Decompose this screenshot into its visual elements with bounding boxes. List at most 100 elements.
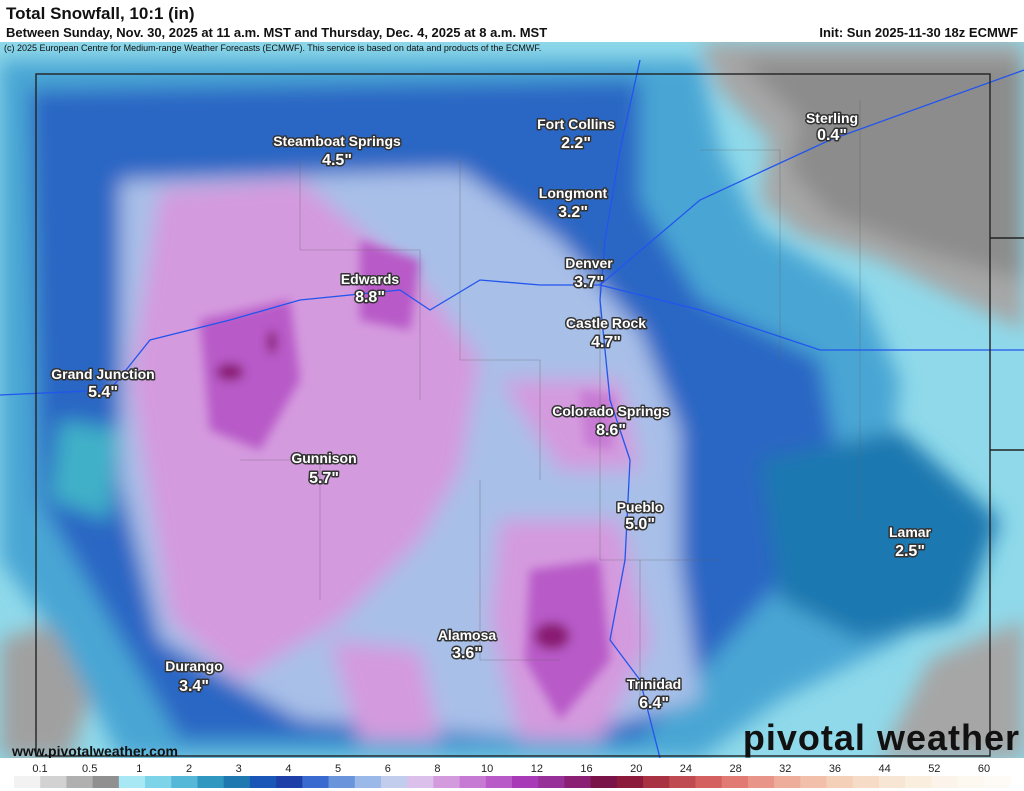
- brand-logo: pivotal weather: [743, 717, 1020, 758]
- snowfall-core: [200, 240, 615, 720]
- legend-label: 44: [879, 763, 891, 775]
- city-name: Colorado Springs: [552, 403, 670, 419]
- state-border: [35, 73, 991, 757]
- legend-swatch: [145, 776, 172, 788]
- legend-swatch: [878, 776, 906, 788]
- legend-swatch: [40, 776, 67, 788]
- legend-label: 52: [928, 763, 940, 775]
- city-value: 4.5": [322, 152, 352, 169]
- legend-swatch: [983, 776, 1011, 788]
- legend-swatch: [380, 776, 408, 788]
- legend-swatch: [774, 776, 801, 788]
- legend-label: 0.5: [82, 763, 97, 775]
- legend-swatch: [616, 776, 644, 788]
- legend-label: 8: [434, 763, 440, 775]
- legend-swatch: [695, 776, 723, 788]
- legend-label: 24: [680, 763, 692, 775]
- legend-swatch: [590, 776, 618, 788]
- snowfall-field: [0, 42, 1024, 758]
- legend-swatch: [905, 776, 932, 788]
- city-name: Sterling: [806, 110, 858, 126]
- legend-swatch: [328, 776, 356, 788]
- city-value: 3.4": [179, 678, 209, 695]
- legend-swatch: [852, 776, 880, 788]
- city-labels: Steamboat Springs 4.5" Fort Collins 2.2" Ste…: [50, 109, 933, 714]
- legend-label: 20: [630, 763, 642, 775]
- legend-swatch: [800, 776, 828, 788]
- city-name: Durango: [165, 658, 223, 674]
- legend-swatch: [223, 776, 251, 788]
- city-value: 4.7": [591, 334, 621, 351]
- city-name: Denver: [565, 255, 613, 271]
- legend-swatch: [354, 776, 382, 788]
- init-time: Init: Sun 2025-11-30 18z ECMWF: [819, 25, 1018, 40]
- highways: [0, 59, 1024, 758]
- city-value: 3.2": [558, 204, 588, 221]
- legend-swatch: [171, 776, 198, 788]
- legend-swatch: [118, 776, 146, 788]
- color-legend: 0.1 0.5 1 2 3 4 5 6 8 10 12 16 20 24 28 32 36 44 52 60: [14, 763, 1011, 788]
- legend-label: 0.1: [32, 763, 47, 775]
- city-name: Steamboat Springs: [273, 133, 401, 149]
- legend-swatch: [643, 776, 670, 788]
- city-name: Gunnison: [291, 450, 356, 466]
- legend-label: 5: [335, 763, 341, 775]
- legend-swatch: [669, 776, 696, 788]
- legend-swatch: [459, 776, 487, 788]
- neighbor-borders: [990, 237, 1024, 451]
- legend-swatch: [302, 776, 330, 788]
- city-name: Trinidad: [627, 676, 681, 692]
- city-value: 3.7": [574, 274, 604, 291]
- city-value: 3.6": [452, 645, 482, 662]
- subtitle: Between Sunday, Nov. 30, 2025 at 11 a.m.…: [6, 25, 547, 40]
- legend-swatch: [512, 776, 539, 788]
- legend-label: 28: [729, 763, 741, 775]
- legend-swatch: [92, 776, 120, 788]
- city-name: Lamar: [889, 524, 932, 540]
- legend-swatch: [747, 776, 775, 788]
- legend-label: 32: [779, 763, 791, 775]
- city-value: 6.4": [639, 695, 669, 712]
- legend-label: 2: [186, 763, 192, 775]
- county-lines: [240, 100, 861, 700]
- copyright: (c) 2025 European Centre for Medium-rang…: [4, 43, 541, 53]
- city-value: 8.6": [596, 422, 626, 439]
- legend-swatch: [721, 776, 749, 788]
- city-value: 5.0": [625, 516, 655, 533]
- legend-label: 10: [481, 763, 493, 775]
- legend-swatch: [197, 776, 225, 788]
- legend-swatch: [957, 776, 985, 788]
- city-value: 2.2": [561, 135, 591, 152]
- legend-label: 16: [580, 763, 592, 775]
- title: Total Snowfall, 10:1 (in): [6, 4, 195, 23]
- city-value: 5.7": [309, 470, 339, 487]
- city-value: 8.8": [355, 289, 385, 306]
- legend-swatch: [433, 776, 461, 788]
- site-url: www.pivotalweather.com: [11, 743, 178, 759]
- snowfall-map: [0, 42, 1024, 758]
- city-name: Longmont: [539, 185, 608, 201]
- legend-label: 60: [978, 763, 990, 775]
- legend-swatch: [564, 776, 592, 788]
- city-name: Edwards: [341, 271, 400, 287]
- legend-swatch: [407, 776, 434, 788]
- legend-label: 4: [285, 763, 291, 775]
- city-name: Pueblo: [617, 499, 664, 515]
- legend-swatch: [931, 776, 959, 788]
- city-name: Castle Rock: [566, 315, 646, 331]
- city-value: 0.4": [817, 127, 847, 144]
- legend-swatch: [249, 776, 277, 788]
- city-value: 5.4": [88, 384, 118, 401]
- legend-label: 6: [385, 763, 391, 775]
- city-name: Grand Junction: [51, 366, 154, 382]
- city-name: Fort Collins: [537, 116, 615, 132]
- legend-label: 36: [829, 763, 841, 775]
- legend-swatch: [826, 776, 854, 788]
- legend-swatch: [14, 776, 41, 788]
- legend-label: 3: [236, 763, 242, 775]
- legend-swatch: [485, 776, 513, 788]
- city-value: 2.5": [895, 543, 925, 560]
- legend-swatch: [538, 776, 565, 788]
